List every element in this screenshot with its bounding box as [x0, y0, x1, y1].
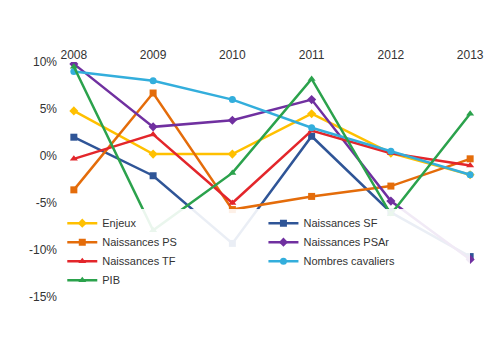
- svg-text:Naissances PS: Naissances PS: [102, 236, 177, 248]
- svg-text:2012: 2012: [378, 48, 405, 62]
- svg-text:Naissances SF: Naissances SF: [303, 217, 377, 229]
- svg-text:Naissances TF: Naissances TF: [102, 255, 175, 267]
- svg-text:-15%: -15%: [29, 290, 57, 304]
- svg-text:Enjeux: Enjeux: [102, 217, 136, 229]
- svg-text:Nombres cavaliers: Nombres cavaliers: [303, 255, 395, 267]
- svg-text:2008: 2008: [60, 48, 87, 62]
- svg-text:10%: 10%: [33, 55, 57, 69]
- svg-text:0%: 0%: [40, 149, 58, 163]
- svg-text:PIB: PIB: [102, 274, 120, 286]
- svg-text:2011: 2011: [299, 48, 325, 62]
- svg-text:Naissances PSAr: Naissances PSAr: [303, 236, 389, 248]
- svg-text:-5%: -5%: [36, 196, 58, 210]
- svg-text:5%: 5%: [40, 102, 58, 116]
- svg-text:2010: 2010: [219, 48, 246, 62]
- svg-text:2013: 2013: [457, 48, 484, 62]
- svg-text:2009: 2009: [140, 48, 167, 62]
- svg-text:-10%: -10%: [29, 243, 57, 257]
